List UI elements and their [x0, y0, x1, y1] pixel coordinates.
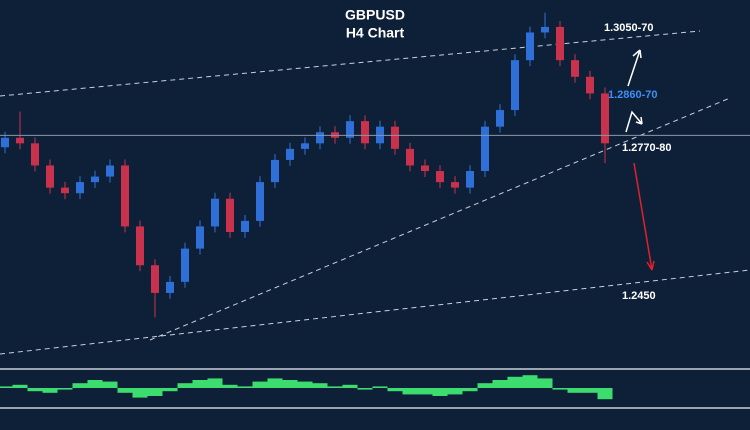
- candle-body: [46, 165, 54, 188]
- candle-body: [406, 148, 414, 166]
- oscillator-bar: [132, 388, 148, 398]
- oscillator-bar: [537, 378, 553, 388]
- oscillator-bar: [162, 388, 178, 392]
- oscillator-bar: [312, 383, 328, 388]
- chart-subtitle: H4 Chart: [346, 25, 405, 41]
- candle-body: [361, 121, 369, 144]
- oscillator-bar: [72, 383, 88, 388]
- candles: [1, 12, 609, 318]
- candle-body: [31, 143, 39, 166]
- candle-body: [316, 132, 324, 144]
- candle-body: [301, 143, 309, 149]
- oscillator-bar: [57, 388, 73, 390]
- candle-body: [481, 126, 489, 172]
- oscillator-bar: [282, 380, 298, 388]
- candle-body: [286, 148, 294, 160]
- candle-body: [421, 165, 429, 172]
- trend-line: [149, 97, 731, 341]
- oscillator-bar: [147, 388, 163, 396]
- oscillator-bar: [567, 388, 583, 393]
- oscillator-bar: [582, 388, 598, 393]
- candle-body: [601, 93, 609, 144]
- oscillator-bar: [492, 380, 508, 388]
- oscillator-bar: [372, 386, 388, 388]
- candle-body: [511, 60, 519, 111]
- oscillator-bar: [192, 380, 208, 388]
- candle-body: [466, 171, 474, 188]
- candle-body: [451, 182, 459, 188]
- oscillator-bar: [432, 388, 448, 396]
- candle-body: [121, 165, 129, 227]
- candle-body: [196, 226, 204, 249]
- oscillator-bar: [102, 381, 118, 388]
- oscillator-bar: [177, 383, 193, 388]
- annotation: 1.2450: [622, 290, 656, 302]
- arrow-bounce: [625, 110, 643, 133]
- candle-body: [211, 198, 219, 227]
- candle-body: [76, 182, 84, 194]
- arrow-down: [633, 162, 655, 271]
- candle-body: [106, 165, 114, 177]
- oscillator-bar: [252, 381, 268, 388]
- annotation: 1.2860-70: [608, 89, 658, 101]
- oscillator-bar: [327, 386, 343, 388]
- oscillator-bar: [12, 384, 28, 388]
- oscillator-bar: [462, 388, 478, 392]
- candle-body: [271, 159, 279, 183]
- candle-body: [226, 198, 234, 232]
- candle-body: [346, 121, 354, 138]
- oscillator-bar: [597, 388, 613, 400]
- oscillator-bar: [552, 388, 568, 390]
- upper-channel: [0, 30, 701, 97]
- candle-body: [16, 137, 24, 144]
- candle-body: [571, 60, 579, 77]
- arrow-up: [627, 49, 642, 87]
- oscillator: [0, 375, 613, 400]
- oscillator-bar: [297, 381, 313, 388]
- oscillator-bar: [342, 384, 358, 388]
- oscillator-bar: [447, 388, 463, 395]
- candle-body: [1, 137, 9, 148]
- oscillator-bar: [0, 386, 13, 388]
- candle-body: [181, 248, 189, 282]
- candle-body: [166, 281, 174, 293]
- candle-body: [61, 187, 69, 194]
- candle-body: [256, 182, 264, 221]
- oscillator-bar: [42, 388, 58, 393]
- oscillator-bar: [417, 388, 433, 395]
- oscillator-bar: [222, 384, 238, 388]
- oscillator-bar: [507, 376, 523, 388]
- oscillator-bar: [267, 378, 283, 388]
- candle-body: [526, 32, 534, 61]
- oscillator-bar: [402, 388, 418, 395]
- candle-body: [586, 76, 594, 94]
- oscillator-bar: [87, 380, 103, 388]
- candle-body: [136, 226, 144, 266]
- oscillator-bar: [27, 388, 43, 392]
- chart-title: GBPUSD: [345, 7, 405, 23]
- annotation: 1.3050-70: [604, 22, 654, 34]
- oscillator-bar: [237, 386, 253, 388]
- oscillator-bar: [117, 388, 133, 393]
- annotation: 1.2770-80: [622, 142, 672, 154]
- candle-body: [241, 220, 249, 232]
- candle-body: [436, 171, 444, 183]
- candle-body: [496, 110, 504, 127]
- oscillator-bar: [207, 378, 223, 388]
- oscillator-bar: [357, 388, 373, 390]
- candle-body: [151, 265, 159, 293]
- candle-body: [556, 26, 564, 61]
- candle-body: [91, 176, 99, 183]
- oscillator-bar: [522, 375, 538, 388]
- candle-body: [541, 26, 549, 33]
- oscillator-bar: [387, 388, 403, 392]
- candle-body: [391, 126, 399, 149]
- oscillator-bar: [477, 383, 493, 388]
